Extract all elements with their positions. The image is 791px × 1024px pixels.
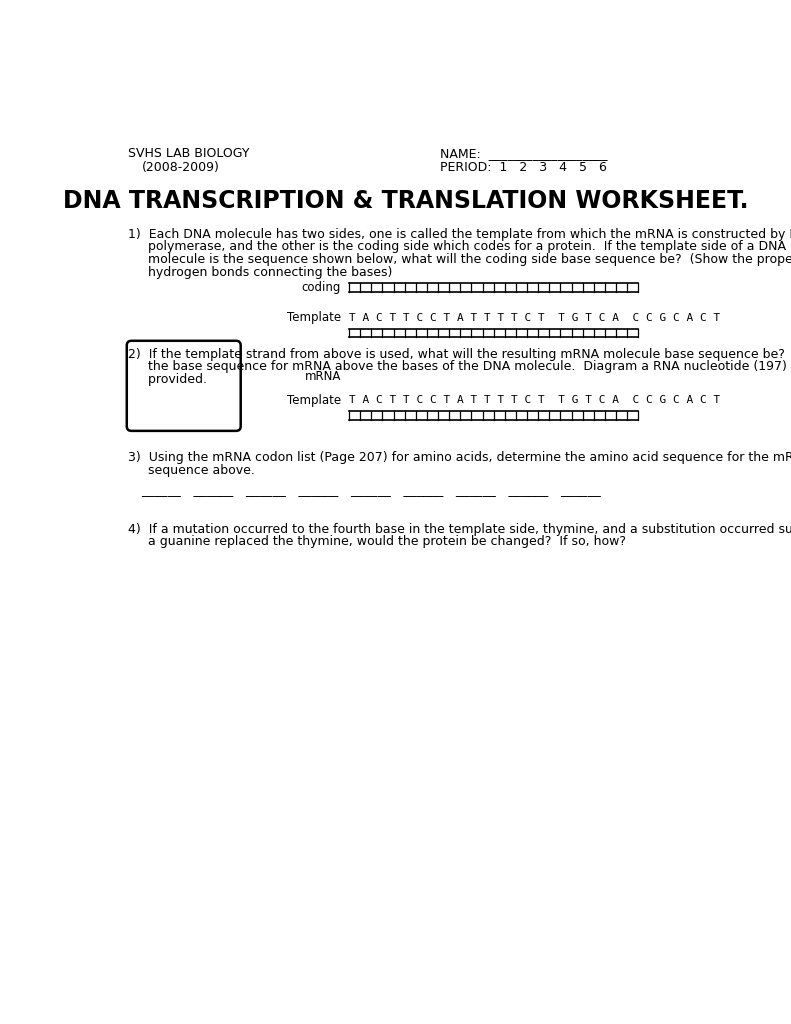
Text: (2008-2009): (2008-2009) <box>142 161 219 174</box>
Text: mRNA: mRNA <box>305 370 341 383</box>
Text: polymerase, and the other is the coding side which codes for a protein.  If the : polymerase, and the other is the coding … <box>128 241 786 253</box>
FancyBboxPatch shape <box>127 341 240 431</box>
Text: Template: Template <box>287 393 341 407</box>
Text: molecule is the sequence shown below, what will the coding side base sequence be: molecule is the sequence shown below, wh… <box>128 253 791 266</box>
Text: DNA TRANSCRIPTION & TRANSLATION WORKSHEET.: DNA TRANSCRIPTION & TRANSLATION WORKSHEE… <box>62 189 748 213</box>
Text: 3)  Using the mRNA codon list (Page 207) for amino acids, determine the amino ac: 3) Using the mRNA codon list (Page 207) … <box>128 451 791 464</box>
Text: PERIOD:  1   2   3   4   5   6: PERIOD: 1 2 3 4 5 6 <box>440 161 607 174</box>
Text: a guanine replaced the thymine, would the protein be changed?  If so, how?: a guanine replaced the thymine, would th… <box>128 536 626 548</box>
Text: T A C T T C C T A T T T T C T  T G T C A  C C G C A C T: T A C T T C C T A T T T T C T T G T C A … <box>349 312 721 323</box>
Text: hydrogen bonds connecting the bases): hydrogen bonds connecting the bases) <box>128 265 392 279</box>
Text: NAME:  ___________________: NAME: ___________________ <box>440 146 607 160</box>
Text: SVHS LAB BIOLOGY: SVHS LAB BIOLOGY <box>128 146 250 160</box>
Text: coding: coding <box>302 282 341 294</box>
Text: 4)  If a mutation occurred to the fourth base in the template side, thymine, and: 4) If a mutation occurred to the fourth … <box>128 522 791 536</box>
Text: sequence above.: sequence above. <box>128 464 255 476</box>
Text: provided.: provided. <box>128 373 207 386</box>
Text: 2)  If the template strand from above is used, what will the resulting mRNA mole: 2) If the template strand from above is … <box>128 348 791 360</box>
Text: 1)  Each DNA molecule has two sides, one is called the template from which the m: 1) Each DNA molecule has two sides, one … <box>128 227 791 241</box>
Text: ______   ______   ______   ______   ______   ______   ______   ______   ______: ______ ______ ______ ______ ______ _____… <box>142 483 601 496</box>
Text: the base sequence for mRNA above the bases of the DNA molecule.  Diagram a RNA n: the base sequence for mRNA above the bas… <box>128 360 791 374</box>
Text: Template: Template <box>287 311 341 325</box>
Text: T A C T T C C T A T T T T C T  T G T C A  C C G C A C T: T A C T T C C T A T T T T C T T G T C A … <box>349 395 721 406</box>
